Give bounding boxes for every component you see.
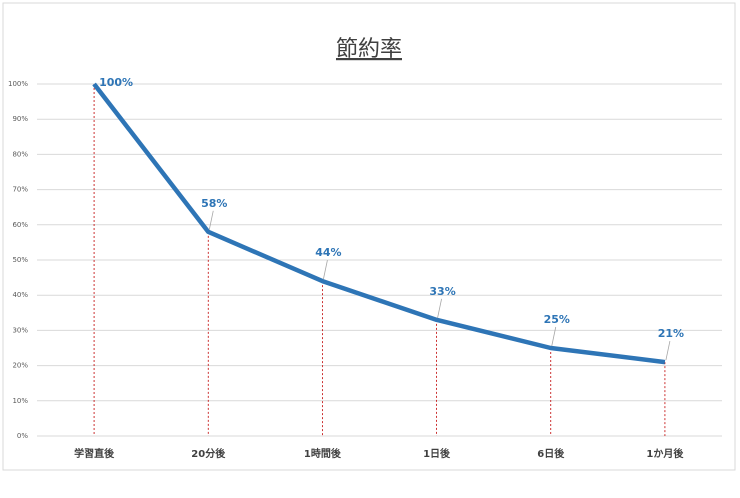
x-tick-label: 6日後 [537,447,565,460]
value-label: 21% [658,327,684,340]
value-label: 33% [429,285,455,298]
value-label: 44% [315,246,341,259]
y-tick-label: 20% [12,362,28,370]
value-label: 58% [201,197,227,210]
y-tick-label: 100% [8,80,28,88]
x-tick-label: 1時間後 [304,447,342,460]
x-tick-label: 1日後 [423,447,451,460]
y-tick-label: 50% [12,256,28,264]
leader-line [323,260,328,280]
y-tick-label: 40% [12,291,28,299]
y-tick-label: 10% [12,397,28,405]
x-tick-label: 1か月後 [646,447,684,460]
y-tick-label: 30% [12,326,28,334]
chart-title: 節約率 [336,37,402,62]
value-label: 25% [544,313,570,326]
y-tick-label: 70% [12,186,28,194]
x-tick-label: 20分後 [191,447,226,460]
value-label: 100% [99,76,133,89]
x-tick-label: 学習直後 [74,447,115,460]
y-tick-label: 0% [17,432,28,440]
chart-border [2,2,736,471]
leader-line [551,326,557,347]
leader-line [208,210,214,230]
y-tick-label: 80% [12,150,28,158]
leader-line [665,340,671,361]
y-tick-label: 60% [12,221,28,229]
leader-line [437,298,442,318]
data-line [92,82,666,365]
y-tick-label: 90% [12,115,28,123]
